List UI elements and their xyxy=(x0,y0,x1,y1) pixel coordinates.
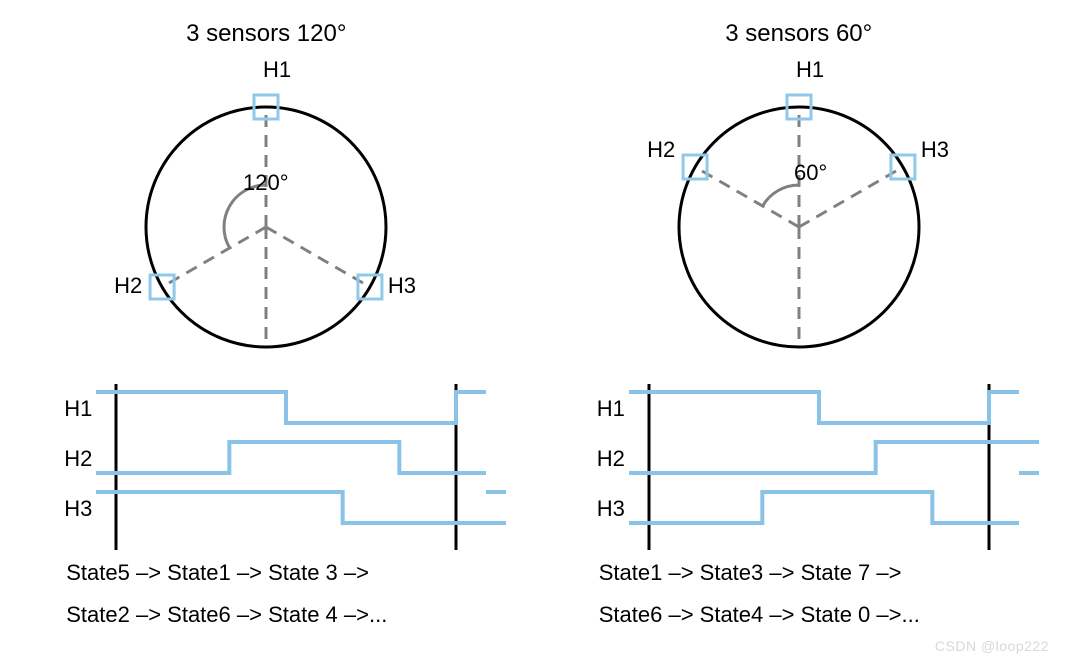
svg-text:H1: H1 xyxy=(796,57,824,82)
state-line1-right: State1 –> State3 –> State 7 –> xyxy=(599,552,1039,594)
title-left: 3 sensors 120° xyxy=(186,20,346,48)
timing-area-left: H1 H2 H3 xyxy=(26,372,506,552)
state-line2-right: State6 –> State4 –> State 0 –>... xyxy=(599,594,1039,636)
svg-text:H2: H2 xyxy=(114,273,142,298)
timing-label-h3-right: H3 xyxy=(597,496,625,522)
panel-left: 3 sensors 120° H1 H2 H3 120° H1 H2 H3 State… xyxy=(20,20,513,636)
timing-label-h2-right: H2 xyxy=(597,446,625,472)
svg-text:H1: H1 xyxy=(263,57,291,82)
svg-text:H2: H2 xyxy=(647,137,675,162)
timing-area-right: H1 H2 H3 xyxy=(559,372,1039,552)
timing-label-h3-left: H3 xyxy=(64,496,92,522)
title-right: 3 sensors 60° xyxy=(725,20,872,48)
watermark: CSDN @loop222 xyxy=(935,638,1049,654)
state-line1-left: State5 –> State1 –> State 3 –> xyxy=(66,552,506,594)
timing-label-h2-left: H2 xyxy=(64,446,92,472)
svg-text:H3: H3 xyxy=(388,273,416,298)
circle-area-right: H1 H2 H3 60° xyxy=(589,52,1009,372)
svg-text:H3: H3 xyxy=(921,137,949,162)
timing-label-h1-left: H1 xyxy=(64,396,92,422)
svg-text:120°: 120° xyxy=(243,170,289,195)
panel-right: 3 sensors 60° H1 H2 H3 60° H1 H2 H3 State1 … xyxy=(553,20,1046,636)
state-line2-left: State2 –> State6 –> State 4 –>... xyxy=(66,594,506,636)
states-left: State5 –> State1 –> State 3 –> State2 –>… xyxy=(26,552,506,636)
timing-label-h1-right: H1 xyxy=(597,396,625,422)
states-right: State1 –> State3 –> State 7 –> State6 –>… xyxy=(559,552,1039,636)
svg-text:60°: 60° xyxy=(794,160,827,185)
circle-area-left: H1 H2 H3 120° xyxy=(56,52,476,372)
